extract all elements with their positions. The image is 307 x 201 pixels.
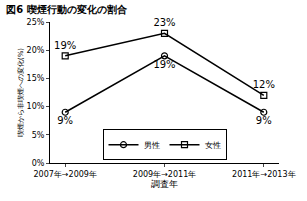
svg-text:2007年→2009年: 2007年→2009年 (33, 170, 96, 179)
svg-text:2009年→2011年: 2009年→2011年 (133, 170, 196, 179)
svg-text:15%: 15% (27, 74, 45, 83)
svg-text:0%: 0% (32, 159, 45, 168)
svg-text:10%: 10% (27, 102, 45, 111)
svg-text:19%: 19% (153, 59, 175, 70)
svg-text:5%: 5% (32, 131, 45, 140)
svg-text:女性: 女性 (205, 141, 221, 150)
svg-text:調査年: 調査年 (151, 179, 178, 189)
svg-text:25%: 25% (27, 18, 45, 27)
svg-text:喫煙から非喫煙への変化(%): 喫煙から非喫煙への変化(%) (17, 48, 25, 137)
svg-text:9%: 9% (256, 115, 272, 126)
svg-text:12%: 12% (253, 79, 275, 90)
svg-text:23%: 23% (153, 17, 175, 28)
svg-text:2011年→2013年: 2011年→2013年 (232, 170, 295, 179)
svg-text:図6 喫煙行動の変化の割合: 図6 喫煙行動の変化の割合 (6, 4, 127, 15)
svg-text:男性: 男性 (144, 141, 160, 150)
svg-text:19%: 19% (54, 40, 76, 51)
svg-text:9%: 9% (57, 115, 73, 126)
svg-text:20%: 20% (27, 46, 45, 55)
